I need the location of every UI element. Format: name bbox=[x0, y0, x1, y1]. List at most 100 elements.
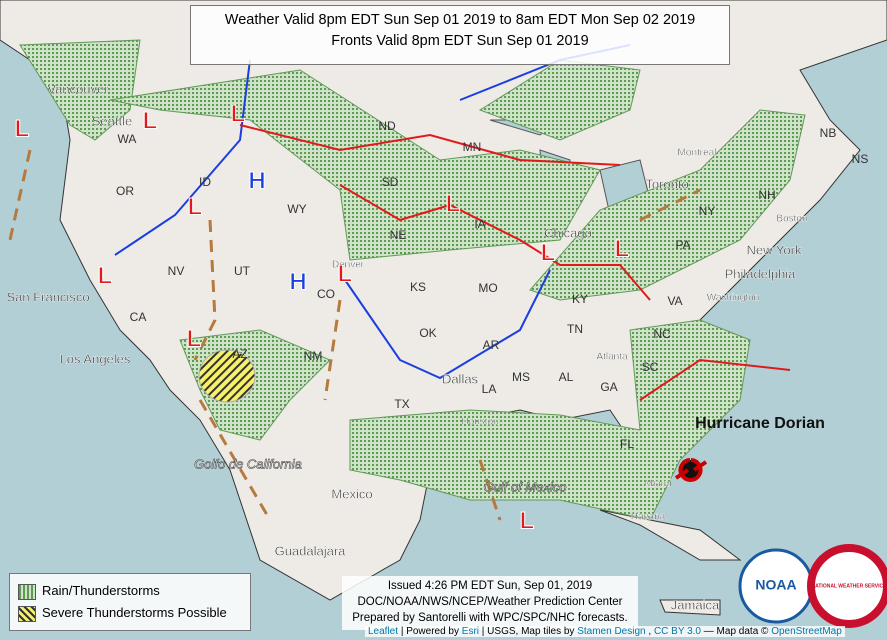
attribution-part[interactable]: Esri bbox=[461, 626, 480, 637]
state-label: MO bbox=[478, 281, 497, 295]
low-pressure: L bbox=[615, 235, 630, 262]
state-label: PA bbox=[675, 238, 690, 252]
legend-swatch bbox=[18, 584, 36, 600]
nws-logo bbox=[807, 544, 887, 628]
state-label: SC bbox=[642, 360, 659, 374]
low-pressure: L bbox=[98, 262, 113, 289]
low-pressure: L bbox=[338, 260, 353, 287]
state-label: CA bbox=[130, 310, 147, 324]
state-label: NH bbox=[758, 188, 775, 202]
city-label: Denver bbox=[332, 260, 365, 271]
state-label: OK bbox=[419, 326, 436, 340]
state-label: MS bbox=[512, 370, 530, 384]
attribution-part: | Powered by bbox=[400, 626, 459, 637]
title-line: Fronts Valid 8pm EDT Sun Sep 01 2019 bbox=[331, 33, 589, 49]
issued-box: Issued 4:26 PM EDT Sun, Sep 01, 2019 DOC… bbox=[342, 576, 638, 630]
city-label: Atlanta bbox=[596, 352, 628, 363]
caribbean bbox=[599, 509, 742, 616]
state-label: IA bbox=[474, 217, 485, 231]
state-label: OR bbox=[116, 184, 134, 198]
attribution-part: , bbox=[648, 626, 652, 637]
state-label: ND bbox=[378, 119, 396, 133]
state-label: AR bbox=[483, 338, 500, 352]
stationary-front bbox=[639, 358, 791, 401]
rain-area bbox=[109, 69, 601, 261]
state-label: WY bbox=[287, 202, 306, 216]
state-label: MN bbox=[463, 140, 482, 154]
state-label: LA bbox=[482, 382, 497, 396]
low-pressure: L bbox=[143, 107, 158, 134]
city-label: Havana bbox=[631, 512, 666, 523]
issued-line: DOC/NOAA/NWS/NCEP/Weather Prediction Cen… bbox=[357, 596, 623, 608]
state-label: NM bbox=[304, 349, 323, 363]
stationary-front bbox=[339, 184, 651, 301]
low-pressure: L bbox=[187, 325, 202, 352]
high-pressure: H bbox=[248, 167, 265, 194]
high-pressure: H bbox=[289, 268, 306, 295]
legend-swatch bbox=[18, 606, 36, 622]
attribution-part: — Map data © bbox=[703, 626, 769, 637]
city-label: Miami bbox=[645, 479, 672, 490]
low-pressure: L bbox=[188, 193, 203, 220]
state-label: NS bbox=[852, 152, 869, 166]
attribution-part[interactable]: Stamen Design bbox=[577, 626, 646, 637]
cold-front bbox=[344, 269, 551, 380]
city-label: Philadelphia bbox=[725, 266, 797, 281]
rain-area bbox=[478, 59, 641, 141]
city-label: Vancouver bbox=[47, 81, 109, 96]
legend-label: Severe Thunderstorms Possible bbox=[42, 605, 227, 620]
city-label: Boston bbox=[776, 214, 807, 225]
low-pressure: L bbox=[15, 115, 30, 142]
rain-area bbox=[349, 319, 751, 521]
city-label: Toronto bbox=[645, 176, 688, 191]
issued-line: Prepared by Santorelli with WPC/SPC/NHC … bbox=[352, 612, 628, 624]
trough bbox=[323, 299, 342, 401]
water-label: Gulf of Mexico bbox=[483, 479, 566, 494]
state-label: VA bbox=[667, 294, 682, 308]
trough bbox=[639, 188, 701, 222]
trough bbox=[478, 459, 502, 521]
state-label: NY bbox=[699, 204, 716, 218]
trough bbox=[198, 399, 272, 521]
city-label: Seattle bbox=[92, 113, 132, 128]
state-label: SD bbox=[382, 175, 399, 189]
state-label: TN bbox=[567, 322, 583, 336]
city-label: Los Angeles bbox=[60, 351, 131, 366]
low-pressure: L bbox=[446, 190, 461, 217]
state-label: AL bbox=[559, 370, 574, 384]
storm-label: Hurricane Dorian bbox=[695, 415, 825, 432]
hurricane-symbol bbox=[674, 458, 708, 482]
logo-text: NOAA bbox=[755, 577, 796, 593]
title-box: Weather Valid 8pm EDT Sun Sep 01 2019 to… bbox=[190, 5, 730, 65]
state-label: NB bbox=[820, 126, 837, 140]
city-label: Dallas bbox=[442, 371, 479, 386]
water-label: Golfo de California bbox=[194, 456, 302, 471]
city-label: Montreal bbox=[678, 148, 717, 159]
city-label: New York bbox=[747, 242, 802, 257]
attribution-part[interactable]: CC BY 3.0 bbox=[653, 626, 701, 637]
rain-area bbox=[19, 39, 141, 141]
state-label: NE bbox=[390, 228, 407, 242]
low-pressure: L bbox=[520, 507, 535, 534]
state-label: UT bbox=[234, 264, 251, 278]
trough bbox=[193, 219, 217, 361]
legend-label: Rain/Thunderstorms bbox=[42, 583, 160, 598]
state-label: CO bbox=[317, 287, 335, 301]
state-label: NC bbox=[653, 327, 671, 341]
attribution-part[interactable]: OpenStreetMap bbox=[771, 626, 842, 637]
issued-line: Issued 4:26 PM EDT Sun, Sep 01, 2019 bbox=[387, 580, 593, 592]
low-pressure: L bbox=[231, 100, 246, 127]
legend: Rain/Thunderstorms Severe Thunderstorms … bbox=[9, 573, 251, 631]
state-label: KS bbox=[410, 280, 426, 294]
title-line: Weather Valid 8pm EDT Sun Sep 01 2019 to… bbox=[224, 12, 696, 28]
attribution-part[interactable]: Leaflet bbox=[368, 626, 399, 637]
state-label: KY bbox=[572, 292, 588, 306]
logo-text: NATIONAL WEATHER SERVICE bbox=[812, 583, 887, 589]
severe-area bbox=[198, 349, 256, 403]
city-label: Washington bbox=[707, 293, 759, 304]
state-label: NV bbox=[168, 264, 185, 278]
city-label: Mexico bbox=[331, 486, 372, 501]
city-label: Guadalajara bbox=[275, 543, 347, 558]
